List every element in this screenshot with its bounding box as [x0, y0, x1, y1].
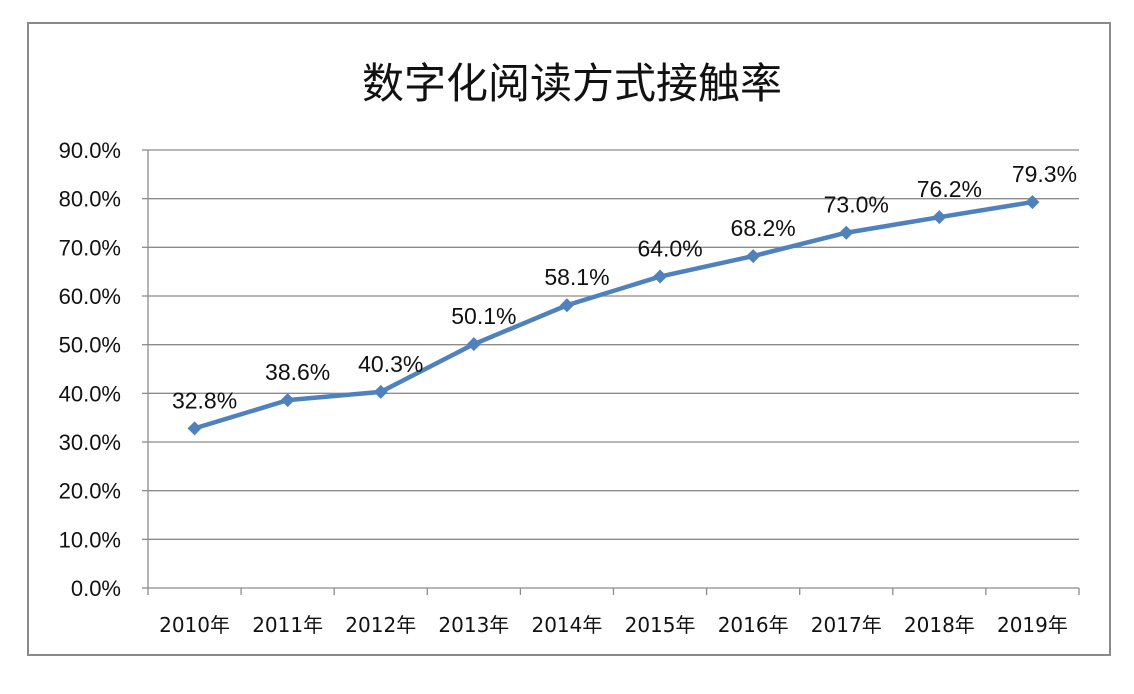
axes	[142, 149, 1080, 595]
x-tick-label: 2018年	[904, 613, 975, 637]
x-tick-label: 2014年	[531, 613, 602, 637]
data-point-marker	[187, 421, 202, 436]
y-tick-label: 30.0%	[59, 430, 121, 455]
x-tick-label: 2013年	[438, 613, 509, 637]
y-tick-label: 60.0%	[59, 284, 121, 309]
data-label: 68.2%	[731, 215, 796, 241]
x-tick-label: 2012年	[345, 613, 416, 637]
data-label: 32.8%	[172, 387, 237, 413]
data-label: 64.0%	[637, 236, 702, 262]
data-point-marker	[653, 269, 668, 284]
data-point-marker	[839, 225, 854, 240]
data-label: 50.1%	[451, 303, 516, 329]
y-tick-label: 20.0%	[59, 479, 121, 504]
data-label: 73.0%	[824, 192, 889, 218]
y-tick-label: 40.0%	[59, 381, 121, 406]
data-label: 40.3%	[358, 351, 423, 377]
x-tick-label: 2017年	[811, 613, 882, 637]
data-label: 38.6%	[265, 359, 330, 385]
y-tick-label: 90.0%	[59, 138, 121, 163]
gridlines	[148, 149, 1079, 540]
chart-title: 数字化阅读方式接触率	[362, 59, 782, 108]
data-label: 58.1%	[544, 264, 609, 290]
data-point-marker	[559, 298, 574, 313]
chart-frame	[27, 22, 1111, 656]
y-tick-label: 70.0%	[59, 235, 121, 260]
y-tick-label: 0.0%	[71, 576, 121, 601]
y-tick-label: 50.0%	[59, 333, 121, 358]
data-label: 79.3%	[1012, 161, 1077, 187]
series-markers	[187, 195, 1040, 436]
series-line-path	[192, 199, 1035, 431]
x-tick-label: 2010年	[159, 613, 230, 637]
data-point-marker	[373, 384, 388, 399]
x-tick-label: 2019年	[997, 613, 1068, 637]
data-point-marker	[466, 337, 481, 352]
y-tick-label: 10.0%	[59, 527, 121, 552]
data-point-marker	[746, 249, 761, 264]
data-point-marker	[1025, 195, 1040, 210]
data-point-marker	[932, 210, 947, 225]
x-tick-label: 2015年	[625, 613, 696, 637]
y-tick-label: 80.0%	[59, 187, 121, 212]
y-axis-tick-labels: 0.0% 10.0% 20.0% 30.0% 40.0% 50.0% 60.0% 70.0% 8…	[59, 138, 121, 601]
data-label: 76.2%	[917, 176, 982, 202]
series-line	[192, 199, 1035, 431]
data-point-marker	[280, 393, 295, 408]
x-tick-label: 2011年	[252, 613, 323, 637]
data-labels: 32.8% 38.6% 40.3% 50.1% 58.1% 64.0% 68.2% 73.0%…	[172, 161, 1077, 413]
x-axis-tick-labels: 2010年 2011年 2012年 2013年 2014年 2015年 2016年 2017年…	[159, 613, 1068, 637]
x-tick-label: 2016年	[718, 613, 789, 637]
